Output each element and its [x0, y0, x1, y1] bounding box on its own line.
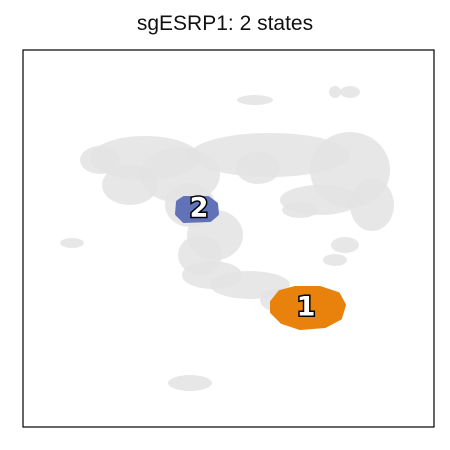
background-cell-region — [340, 86, 360, 98]
background-cell-region — [60, 238, 84, 248]
background-cell-region — [237, 95, 273, 105]
state-2-marker — [175, 196, 219, 223]
background-cell-region — [102, 165, 158, 205]
background-cell-region — [236, 152, 280, 184]
state-2-cluster — [175, 196, 219, 223]
chart-title: sgESRP1: 2 states — [136, 12, 314, 35]
background-cell-region — [350, 179, 394, 231]
state-1-cluster — [270, 286, 346, 330]
background-cell-region — [80, 146, 120, 174]
background-cell-region — [331, 237, 359, 253]
background-cell-region — [323, 254, 347, 266]
state-1-marker — [270, 286, 346, 330]
background-cell-cloud — [60, 86, 394, 391]
state-1-label: 1 — [297, 292, 316, 323]
state-labels: 12 — [188, 191, 317, 324]
plot-frame — [22, 49, 435, 428]
state-2-label: 2 — [190, 193, 209, 224]
background-cell-region — [282, 202, 318, 218]
background-cell-region — [168, 375, 212, 391]
background-cell-region — [329, 86, 341, 98]
